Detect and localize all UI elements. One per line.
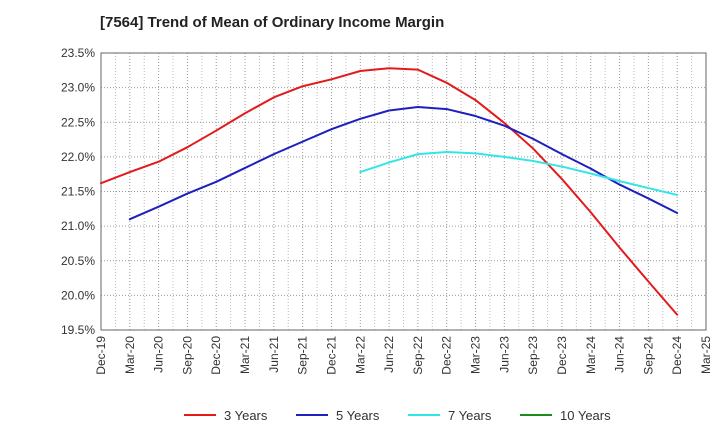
legend-label: 3 Years (224, 408, 268, 423)
x-tick-label: Dec-21 (324, 336, 338, 375)
x-tick-label: Dec-24 (670, 336, 684, 375)
x-tick-label: Mar-25 (699, 336, 713, 374)
legend-label: 5 Years (336, 408, 380, 423)
plot-area-border (100, 52, 707, 331)
y-tick-label: 20.0% (61, 288, 95, 302)
x-tick-label: Dec-20 (209, 336, 223, 375)
x-tick-label: Dec-19 (94, 336, 108, 375)
series-line-3-years (100, 67, 679, 316)
x-tick-label: Sep-23 (526, 336, 540, 375)
x-tick-label: Mar-21 (238, 336, 252, 374)
legend-label: 10 Years (560, 408, 611, 423)
y-tick-label: 22.5% (61, 115, 95, 129)
y-tick-label: 23.0% (61, 81, 95, 95)
x-tick-label: Sep-22 (411, 336, 425, 375)
series-lines (100, 67, 679, 316)
series-line-5-years (128, 106, 679, 221)
x-tick-label: Mar-24 (584, 336, 598, 374)
x-tick-label: Sep-24 (641, 336, 655, 375)
y-tick-label: 23.5% (61, 46, 95, 60)
x-tick-label: Dec-23 (555, 336, 569, 375)
x-tick-label: Mar-20 (123, 336, 137, 374)
x-tick-label: Jun-23 (497, 336, 511, 373)
y-tick-label: 22.0% (61, 150, 95, 164)
x-tick-label: Dec-22 (440, 336, 454, 375)
grid-lines (101, 53, 706, 330)
x-tick-label: Jun-21 (267, 336, 281, 373)
x-tick-label: Jun-22 (382, 336, 396, 373)
y-tick-label: 20.5% (61, 254, 95, 268)
legend: 3 Years 5 Years 7 Years 10 Years (184, 408, 611, 423)
y-tick-label: 19.5% (61, 323, 95, 337)
x-tick-label: Mar-22 (353, 336, 367, 374)
x-tick-label: Jun-20 (152, 336, 166, 373)
x-tick-label: Jun-24 (613, 336, 627, 373)
series-line-7-years (359, 151, 679, 196)
y-axis: 23.5% 23.0% 22.5% 22.0% 21.5% 21.0% 20.5% 20.0%… (61, 46, 95, 337)
x-tick-label: Sep-20 (180, 336, 194, 375)
y-tick-label: 21.5% (61, 185, 95, 199)
x-tick-label: Sep-21 (296, 336, 310, 375)
x-axis: Dec-19 Mar-20 Jun-20 Sep-20 Dec-20 Mar-21 Jun-… (94, 336, 713, 375)
legend-label: 7 Years (448, 408, 492, 423)
x-tick-label: Mar-23 (469, 336, 483, 374)
y-tick-label: 21.0% (61, 219, 95, 233)
chart-title: [7564] Trend of Mean of Ordinary Income … (100, 14, 445, 31)
